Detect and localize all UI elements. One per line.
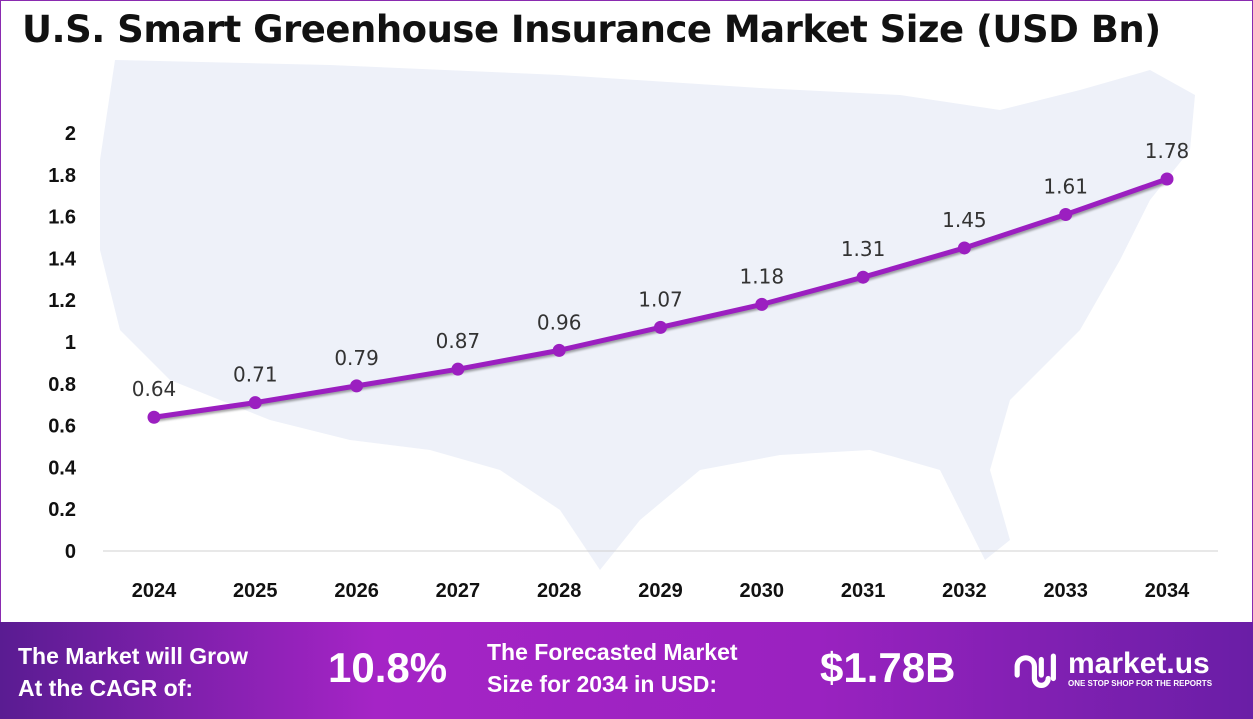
forecast-label-line1: The Forecasted Market — [487, 639, 738, 665]
x-tick-label: 2033 — [1043, 580, 1088, 602]
x-tick-label: 2030 — [740, 580, 785, 602]
logo-name: market.us — [1068, 647, 1210, 680]
y-tick-label: 0.6 — [48, 416, 76, 438]
data-point — [755, 297, 769, 311]
y-tick-label: 1.2 — [48, 290, 76, 312]
y-tick-label: 0.2 — [48, 499, 76, 521]
x-tick-label: 2031 — [841, 580, 886, 602]
cagr-label-line1: The Market will Grow — [18, 643, 249, 669]
us-map-background — [100, 60, 1195, 570]
x-tick-label: 2027 — [436, 580, 481, 602]
data-point — [350, 379, 364, 393]
data-label: 0.71 — [233, 363, 278, 387]
y-tick-label: 0.8 — [48, 374, 76, 396]
data-point — [1160, 172, 1174, 186]
data-point — [1059, 208, 1073, 222]
x-tick-label: 2029 — [638, 580, 683, 602]
x-tick-label: 2026 — [334, 580, 379, 602]
y-tick-label: 0 — [65, 541, 76, 563]
cagr-value: 10.8% — [328, 644, 448, 691]
data-label: 0.96 — [537, 310, 582, 334]
x-tick-label: 2025 — [233, 580, 278, 602]
data-point — [248, 396, 262, 410]
cagr-label-line2: At the CAGR of: — [18, 675, 194, 701]
data-point — [147, 410, 161, 424]
x-tick-label: 2028 — [537, 580, 582, 602]
data-point — [552, 343, 566, 357]
data-label: 0.87 — [436, 329, 481, 353]
y-tick-label: 1.8 — [48, 165, 76, 187]
data-point — [451, 362, 465, 376]
data-label: 0.79 — [334, 346, 379, 370]
cagr-label: The Market will Grow At the CAGR of: — [18, 640, 248, 704]
data-point — [856, 270, 870, 284]
data-label: 1.78 — [1145, 139, 1190, 163]
forecast-label-line2: Size for 2034 in USD: — [487, 671, 718, 697]
line-chart: 0 0.2 0.4 0.6 0.8 1 1.2 1.4 1.6 1.8 2 2024 2025 2026 2… — [48, 60, 1218, 602]
x-tick-label: 2032 — [942, 580, 987, 602]
data-label: 1.45 — [942, 208, 987, 232]
y-tick-label: 1 — [65, 332, 76, 354]
y-tick-label: 0.4 — [48, 457, 77, 479]
forecast-value: $1.78B — [820, 644, 956, 691]
data-label: 1.61 — [1043, 175, 1088, 199]
y-tick-label: 2 — [65, 123, 76, 145]
forecast-label: The Forecasted Market Size for 2034 in U… — [487, 636, 738, 700]
logo-icon — [1014, 653, 1056, 688]
x-tick-label: 2034 — [1145, 580, 1190, 602]
y-tick-label: 1.6 — [48, 207, 76, 229]
data-label: 1.18 — [740, 264, 785, 288]
data-label: 0.64 — [132, 377, 177, 401]
data-point — [957, 241, 971, 255]
data-label: 1.31 — [841, 237, 886, 261]
chart-title: U.S. Smart Greenhouse Insurance Market S… — [22, 8, 1161, 51]
x-tick-label: 2024 — [132, 580, 177, 602]
market-us-logo: market.us ONE STOP SHOP FOR THE REPORTS — [1012, 646, 1212, 692]
logo-tagline: ONE STOP SHOP FOR THE REPORTS — [1068, 679, 1213, 688]
y-tick-label: 1.4 — [48, 248, 77, 270]
data-label: 1.07 — [638, 287, 683, 311]
summary-banner: The Market will Grow At the CAGR of: 10.… — [0, 622, 1253, 719]
data-point — [654, 320, 667, 334]
